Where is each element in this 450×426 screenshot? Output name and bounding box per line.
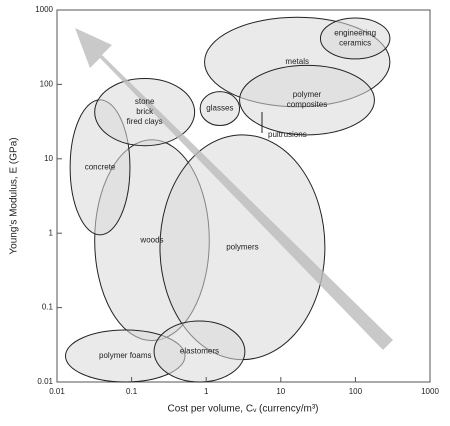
x-tick-label: 0.01: [49, 387, 65, 396]
annotation: pultrusions: [268, 130, 307, 139]
y-tick-label: 100: [40, 80, 54, 89]
region-label: woods: [139, 235, 163, 244]
x-tick-label: 0.1: [126, 387, 138, 396]
region: [199, 91, 241, 127]
y-tick-label: 1000: [35, 5, 53, 14]
x-tick-label: 1: [204, 387, 209, 396]
regions: [65, 16, 391, 383]
y-tick-label: 1: [49, 228, 54, 237]
y-axis-title: Young's Modulus, E (GPa): [9, 137, 20, 254]
region-label: brick: [136, 107, 154, 116]
region-label: composites: [287, 100, 327, 109]
x-axis-title: Cost per volume, Cᵥ (currency/m³): [167, 404, 318, 415]
region-label: engineering: [334, 29, 376, 38]
region: [239, 64, 375, 136]
region-label: glasses: [206, 104, 233, 113]
region: [319, 17, 391, 60]
region-label: elastomers: [180, 347, 219, 356]
trend-arrow: [75, 28, 393, 350]
region-label: polymer: [293, 90, 322, 99]
y-tick-label: 0.1: [42, 303, 54, 312]
region-label: ceramics: [339, 39, 371, 48]
x-tick-label: 1000: [421, 387, 439, 396]
y-tick-label: 0.01: [37, 377, 53, 386]
region: [153, 320, 246, 383]
region-label: stone: [135, 97, 155, 106]
region-label: fired clays: [127, 117, 163, 126]
y-tick-label: 10: [44, 154, 53, 163]
x-tick-label: 10: [276, 387, 285, 396]
region-label: polymers: [226, 242, 258, 251]
x-tick-label: 100: [349, 387, 363, 396]
region-label: polymer foams: [99, 351, 151, 360]
region-label: metals: [285, 57, 309, 66]
region-label: concrete: [85, 162, 116, 171]
